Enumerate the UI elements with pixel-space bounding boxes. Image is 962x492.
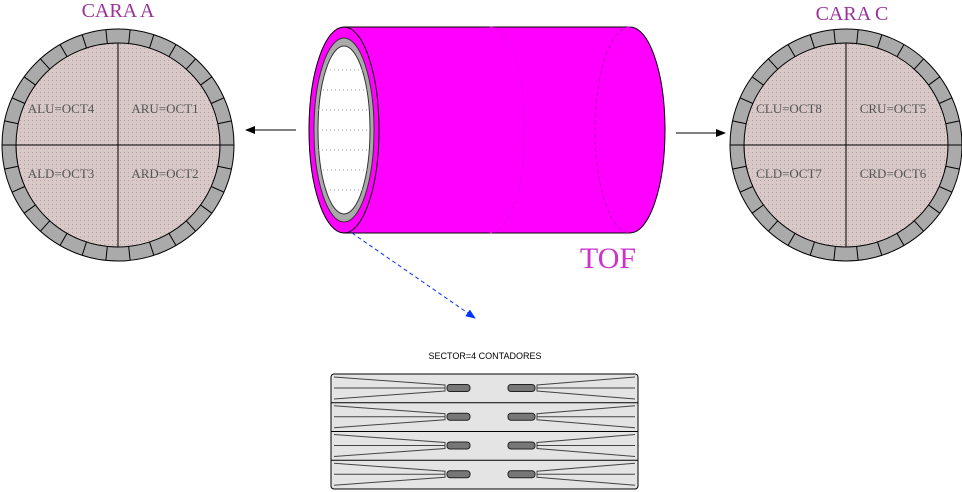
ring-segment	[81, 241, 87, 256]
ring-segment	[4, 165, 19, 170]
ring-segment	[128, 246, 131, 261]
ring-segment	[149, 241, 155, 256]
arrow	[351, 232, 476, 319]
counter	[333, 405, 446, 429]
ring-segment	[768, 58, 779, 70]
ring-segment	[751, 76, 764, 86]
ring-segment	[928, 76, 941, 86]
counter	[333, 376, 446, 400]
ring-segment	[200, 204, 213, 214]
ring-segment	[739, 186, 754, 193]
quadrant-label: ALU=OCT4	[28, 101, 95, 116]
ring-segment	[787, 233, 796, 246]
ring-segment	[877, 34, 883, 49]
counter	[333, 434, 446, 457]
pad	[507, 470, 536, 479]
ring-segment	[751, 204, 764, 214]
pad	[507, 384, 536, 392]
pad	[507, 441, 536, 450]
quadrant-label: ALD=OCT3	[28, 166, 95, 181]
pad	[446, 384, 471, 392]
quadrant-label: CLU=OCT8	[756, 101, 822, 116]
quadrant-label: CRU=OCT5	[860, 101, 927, 116]
ring-segment	[59, 44, 68, 57]
ring-segment	[40, 58, 51, 70]
counter	[333, 462, 446, 486]
ring-segment	[23, 204, 36, 214]
ring-segment	[168, 233, 177, 246]
counter	[536, 434, 636, 457]
ring-segment	[938, 186, 953, 193]
ring-segment	[787, 44, 796, 57]
quadrant-label: ARU=OCT1	[131, 101, 198, 116]
face-title: CARA A	[82, 0, 155, 22]
ring-segment	[833, 29, 836, 44]
ring-segment	[856, 29, 859, 44]
cylinder-label: TOF	[580, 242, 636, 275]
ring-segment	[833, 246, 836, 261]
ring-segment	[856, 246, 859, 261]
ring-segment	[809, 241, 815, 256]
ring-segment	[732, 120, 747, 125]
ring-segment	[168, 44, 177, 57]
ring-segment	[217, 165, 232, 170]
ring-segment	[938, 97, 953, 104]
ring-segment	[913, 220, 924, 232]
ring-segment	[185, 220, 196, 232]
ring-segment	[11, 97, 26, 104]
ring-segment	[928, 204, 941, 214]
ring-segment	[4, 120, 19, 125]
ring-segment	[11, 186, 26, 193]
counter	[536, 376, 636, 400]
ring-segment	[105, 246, 108, 261]
ring-segment	[210, 97, 225, 104]
ring-segment	[809, 34, 815, 49]
ring-segment	[81, 34, 87, 49]
pad	[446, 470, 471, 479]
face-c: CLU=OCT8 CRU=OCT5 CLD=OCT7 CRD=OCT6	[729, 28, 962, 262]
ring-segment	[217, 120, 232, 125]
pad	[446, 412, 471, 421]
ring-segment	[896, 44, 905, 57]
quadrant-label: CRD=OCT6	[860, 166, 927, 181]
ring-segment	[105, 29, 108, 44]
pad	[446, 441, 471, 450]
sector	[330, 373, 639, 490]
ring-segment	[732, 165, 747, 170]
ring-segment	[945, 120, 960, 125]
ring-segment	[185, 58, 196, 70]
ring-segment	[128, 29, 131, 44]
quadrant-label: ARD=OCT2	[131, 166, 198, 181]
ring-segment	[23, 76, 36, 86]
ring-segment	[896, 233, 905, 246]
pad	[507, 412, 536, 421]
face-a: ALU=OCT4 ARU=OCT1 ALD=OCT3 ARD=OCT2	[1, 28, 235, 262]
sector-label: SECTOR=4 CONTADORES	[429, 351, 542, 361]
ring-segment	[210, 186, 225, 193]
ring-segment	[40, 220, 51, 232]
face-title: CARA C	[816, 3, 889, 25]
ring-segment	[200, 76, 213, 86]
ring-segment	[768, 220, 779, 232]
ring-segment	[877, 241, 883, 256]
counter	[536, 405, 636, 429]
quadrant-label: CLD=OCT7	[756, 166, 822, 181]
ring-segment	[739, 97, 754, 104]
counter	[536, 462, 636, 486]
ring-segment	[59, 233, 68, 246]
cylinder	[308, 26, 666, 234]
ring-segment	[149, 34, 155, 49]
ring-segment	[913, 58, 924, 70]
ring-segment	[945, 165, 960, 170]
